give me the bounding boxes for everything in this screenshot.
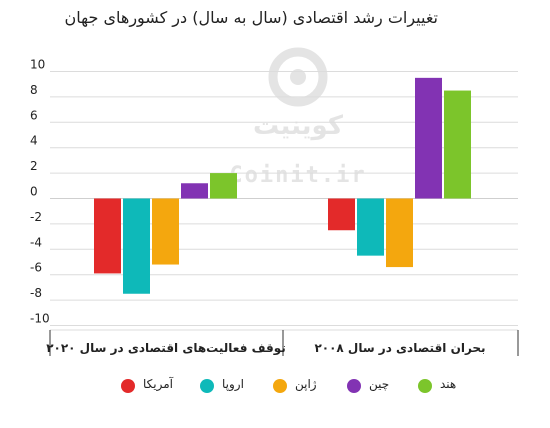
x-category-label: بحران اقتصادی در سال ۲۰۰۸ (314, 341, 485, 355)
watermark-logo-ring (268, 47, 328, 107)
legend-label: آمریکا (143, 377, 174, 391)
y-tick-label: 10 (30, 58, 45, 72)
legend-label: اروپا (222, 377, 244, 391)
bar (152, 198, 179, 265)
y-tick-label: -2 (30, 210, 42, 224)
bar (328, 198, 355, 231)
chart-title: تغییرات رشد اقتصادی (سال به سال) در کشور… (64, 8, 439, 27)
bar (94, 198, 121, 274)
y-tick-label: 0 (30, 185, 38, 199)
legend-label: هند (440, 377, 457, 391)
y-tick-label: 8 (30, 83, 38, 97)
legend-swatch (200, 379, 214, 393)
legend-item: چین (347, 374, 427, 398)
legend-item: ژاپن (273, 374, 353, 398)
bar (123, 198, 150, 294)
watermark-brand: کوینیت (253, 111, 344, 141)
legend-swatch (121, 379, 135, 393)
bar (210, 173, 237, 199)
watermark: کوینیت Coinit.ir (229, 47, 366, 188)
bar (415, 77, 442, 199)
y-tick-label: -8 (30, 286, 42, 300)
legend-swatch (418, 379, 432, 393)
y-tick-label: 4 (30, 134, 38, 148)
legend-item: آمریکا (121, 374, 201, 398)
legend-label: ژاپن (295, 377, 317, 391)
bar (386, 198, 413, 268)
x-category-label: توقف فعالیت‌های اقتصادی در سال ۲۰۲۰ (46, 341, 286, 356)
chart-legend: آمریکا اروپا ژاپن چین هند (0, 374, 550, 398)
watermark-logo-dot (290, 69, 306, 85)
y-tick-label: -6 (30, 261, 42, 275)
legend-swatch (347, 379, 361, 393)
y-tick-label: -4 (30, 235, 42, 249)
bar (357, 198, 384, 256)
watermark-url: Coinit.ir (229, 163, 366, 188)
y-tick-label: 2 (30, 159, 38, 173)
legend-swatch (273, 379, 287, 393)
bar (181, 183, 208, 199)
legend-item: اروپا (200, 374, 280, 398)
legend-item: هند (418, 374, 498, 398)
y-tick-label: 6 (30, 108, 38, 122)
y-tick-label: -10 (30, 312, 50, 326)
legend-label: چین (369, 377, 390, 391)
bar (444, 90, 471, 199)
